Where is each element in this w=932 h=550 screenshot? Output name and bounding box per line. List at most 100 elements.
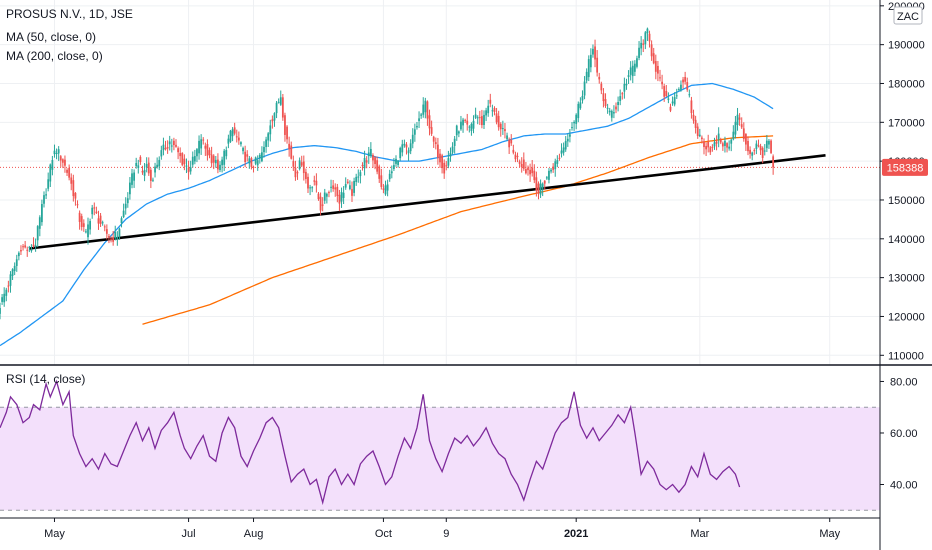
candle xyxy=(437,137,439,165)
candle xyxy=(675,88,678,99)
candle xyxy=(154,162,156,178)
candle xyxy=(462,117,464,133)
candle xyxy=(518,159,521,168)
candle xyxy=(671,96,674,106)
candle xyxy=(191,151,194,168)
candle xyxy=(328,190,330,198)
candle xyxy=(527,165,529,176)
candle xyxy=(363,150,366,176)
candle xyxy=(237,131,240,145)
candle xyxy=(332,179,335,192)
candle xyxy=(470,122,473,136)
candle xyxy=(573,120,575,131)
candle xyxy=(76,200,79,209)
candle xyxy=(382,184,385,194)
candle xyxy=(501,120,504,135)
candle xyxy=(648,30,651,48)
candle xyxy=(504,122,506,139)
candle xyxy=(598,72,601,84)
candle xyxy=(545,175,548,180)
rsi-pane[interactable] xyxy=(0,379,880,511)
candle xyxy=(351,181,353,203)
candle xyxy=(68,164,71,181)
candle xyxy=(432,135,435,148)
trendline[interactable] xyxy=(29,154,826,250)
candle xyxy=(736,107,739,131)
candle xyxy=(189,160,192,175)
candle xyxy=(659,69,661,82)
time-tick-label: Mar xyxy=(690,528,709,540)
candle xyxy=(537,181,540,200)
candle xyxy=(214,156,217,168)
rsi-line xyxy=(0,379,741,506)
price-tick-label: 140000 xyxy=(888,234,925,246)
candle xyxy=(380,168,383,190)
candle xyxy=(407,147,410,161)
candle xyxy=(566,133,569,147)
candle xyxy=(393,157,395,171)
candle xyxy=(38,215,41,237)
candle xyxy=(742,122,745,142)
candle xyxy=(374,156,376,170)
currency-badge[interactable]: ZAC xyxy=(893,6,923,25)
candle xyxy=(147,157,150,176)
candle xyxy=(26,246,29,257)
candle xyxy=(686,77,689,92)
candle xyxy=(269,119,272,142)
candle xyxy=(9,271,12,293)
candle xyxy=(531,159,534,177)
candle xyxy=(390,165,393,179)
candle xyxy=(131,168,133,189)
candle xyxy=(208,147,211,159)
candle xyxy=(124,197,127,215)
candle xyxy=(604,93,607,108)
legend-ma50: MA (50, close, 0) xyxy=(6,30,96,44)
candle xyxy=(552,163,555,173)
candle xyxy=(411,128,414,149)
candle xyxy=(554,158,557,177)
price-scale[interactable]: 1100001200001300001400001500001600001700… xyxy=(880,1,925,362)
candle xyxy=(296,170,299,180)
candle xyxy=(45,188,47,200)
candle xyxy=(41,199,43,226)
candle xyxy=(640,36,643,56)
candle xyxy=(116,231,119,246)
candle xyxy=(340,187,343,208)
last-price-label: 158388 xyxy=(882,158,928,176)
candle xyxy=(608,107,611,116)
price-pane[interactable] xyxy=(0,0,880,365)
candle xyxy=(325,192,328,204)
candle xyxy=(428,109,431,136)
candle xyxy=(307,173,309,194)
rsi-scale[interactable]: 40.00 60.00 80.00 xyxy=(880,376,918,492)
candle xyxy=(654,54,657,80)
candle xyxy=(346,179,349,185)
candle xyxy=(602,88,605,108)
candle xyxy=(594,39,596,68)
candle xyxy=(183,154,186,171)
candle xyxy=(585,68,588,84)
candle xyxy=(24,240,27,249)
candle xyxy=(533,164,536,184)
time-scale[interactable]: May Jul Aug Oct 9 2021 Mar May xyxy=(44,518,841,540)
candle xyxy=(631,60,634,84)
candle xyxy=(753,148,756,155)
candle xyxy=(703,138,705,155)
candle xyxy=(439,148,441,168)
candle xyxy=(745,133,747,152)
candle xyxy=(571,122,573,131)
candle xyxy=(145,157,148,173)
candle xyxy=(87,217,89,245)
candle xyxy=(680,80,682,92)
candle xyxy=(413,123,416,142)
candle xyxy=(405,142,408,155)
candle xyxy=(139,155,142,165)
candle xyxy=(198,135,200,160)
candle xyxy=(755,140,758,155)
candle xyxy=(302,155,305,181)
candle xyxy=(705,142,707,156)
candle xyxy=(267,132,270,148)
candle xyxy=(261,146,263,163)
